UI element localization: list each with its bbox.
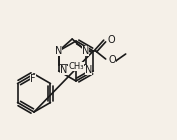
- Text: O: O: [108, 35, 115, 45]
- Text: N: N: [55, 46, 62, 56]
- Text: O: O: [109, 55, 116, 65]
- Text: CH₃: CH₃: [68, 61, 84, 71]
- Text: N: N: [82, 46, 89, 56]
- Text: N: N: [60, 65, 67, 75]
- Text: F: F: [30, 74, 36, 84]
- Text: N: N: [85, 65, 92, 75]
